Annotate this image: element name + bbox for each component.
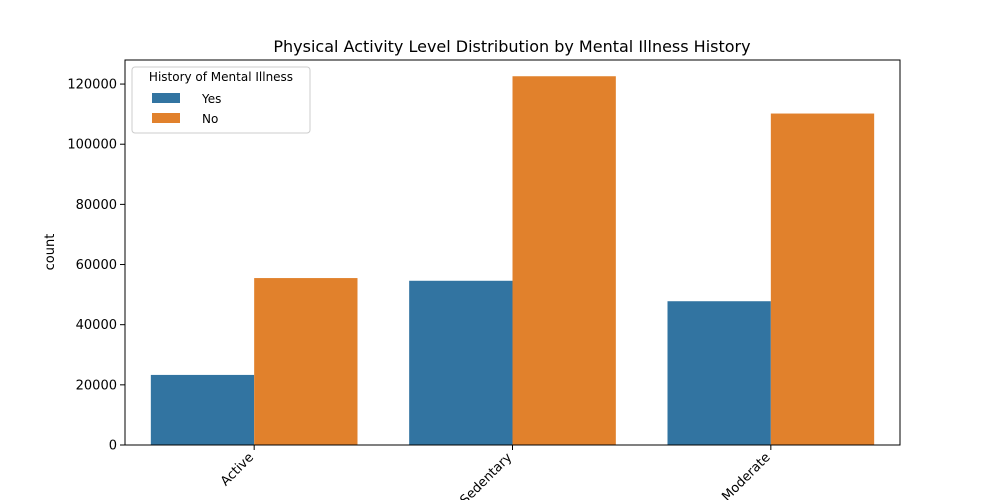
- bar-sedentary-no: [512, 76, 616, 445]
- legend: History of Mental Illness Yes No: [131, 66, 311, 134]
- bar-moderate-no: [770, 113, 875, 445]
- y-axis: 0 20000 40000 60000 80000 100000 120000: [67, 78, 125, 454]
- legend-title: History of Mental Illness: [149, 70, 293, 84]
- y-tick-label: 0: [109, 439, 117, 454]
- y-tick-label: 60000: [76, 258, 117, 273]
- legend-label-yes: Yes: [201, 92, 221, 106]
- plot-frame: [124, 59, 901, 446]
- bar-active-no: [254, 278, 358, 445]
- legend-label-no: No: [202, 112, 218, 126]
- y-tick-label: 20000: [76, 378, 117, 393]
- y-tick-label: 100000: [67, 138, 117, 153]
- x-tick-label-moderate: Moderate: [719, 450, 773, 500]
- x-axis: Active Sedentary Moderate: [218, 445, 774, 500]
- y-tick-label: 40000: [76, 318, 117, 333]
- bar-sedentary-yes: [409, 280, 513, 445]
- chart-title: Physical Activity Level Distribution by …: [273, 37, 750, 56]
- x-tick-label-sedentary: Sedentary: [457, 450, 515, 500]
- y-axis-label: count: [43, 234, 58, 271]
- legend-swatch-no: [152, 113, 180, 123]
- x-tick-label-active: Active: [218, 450, 257, 489]
- bars-group: [150, 76, 875, 445]
- y-tick-label: 80000: [76, 198, 117, 213]
- y-tick-label: 120000: [67, 78, 117, 93]
- legend-swatch-yes: [152, 93, 180, 103]
- bar-active-yes: [150, 374, 255, 445]
- bar-moderate-yes: [667, 301, 771, 445]
